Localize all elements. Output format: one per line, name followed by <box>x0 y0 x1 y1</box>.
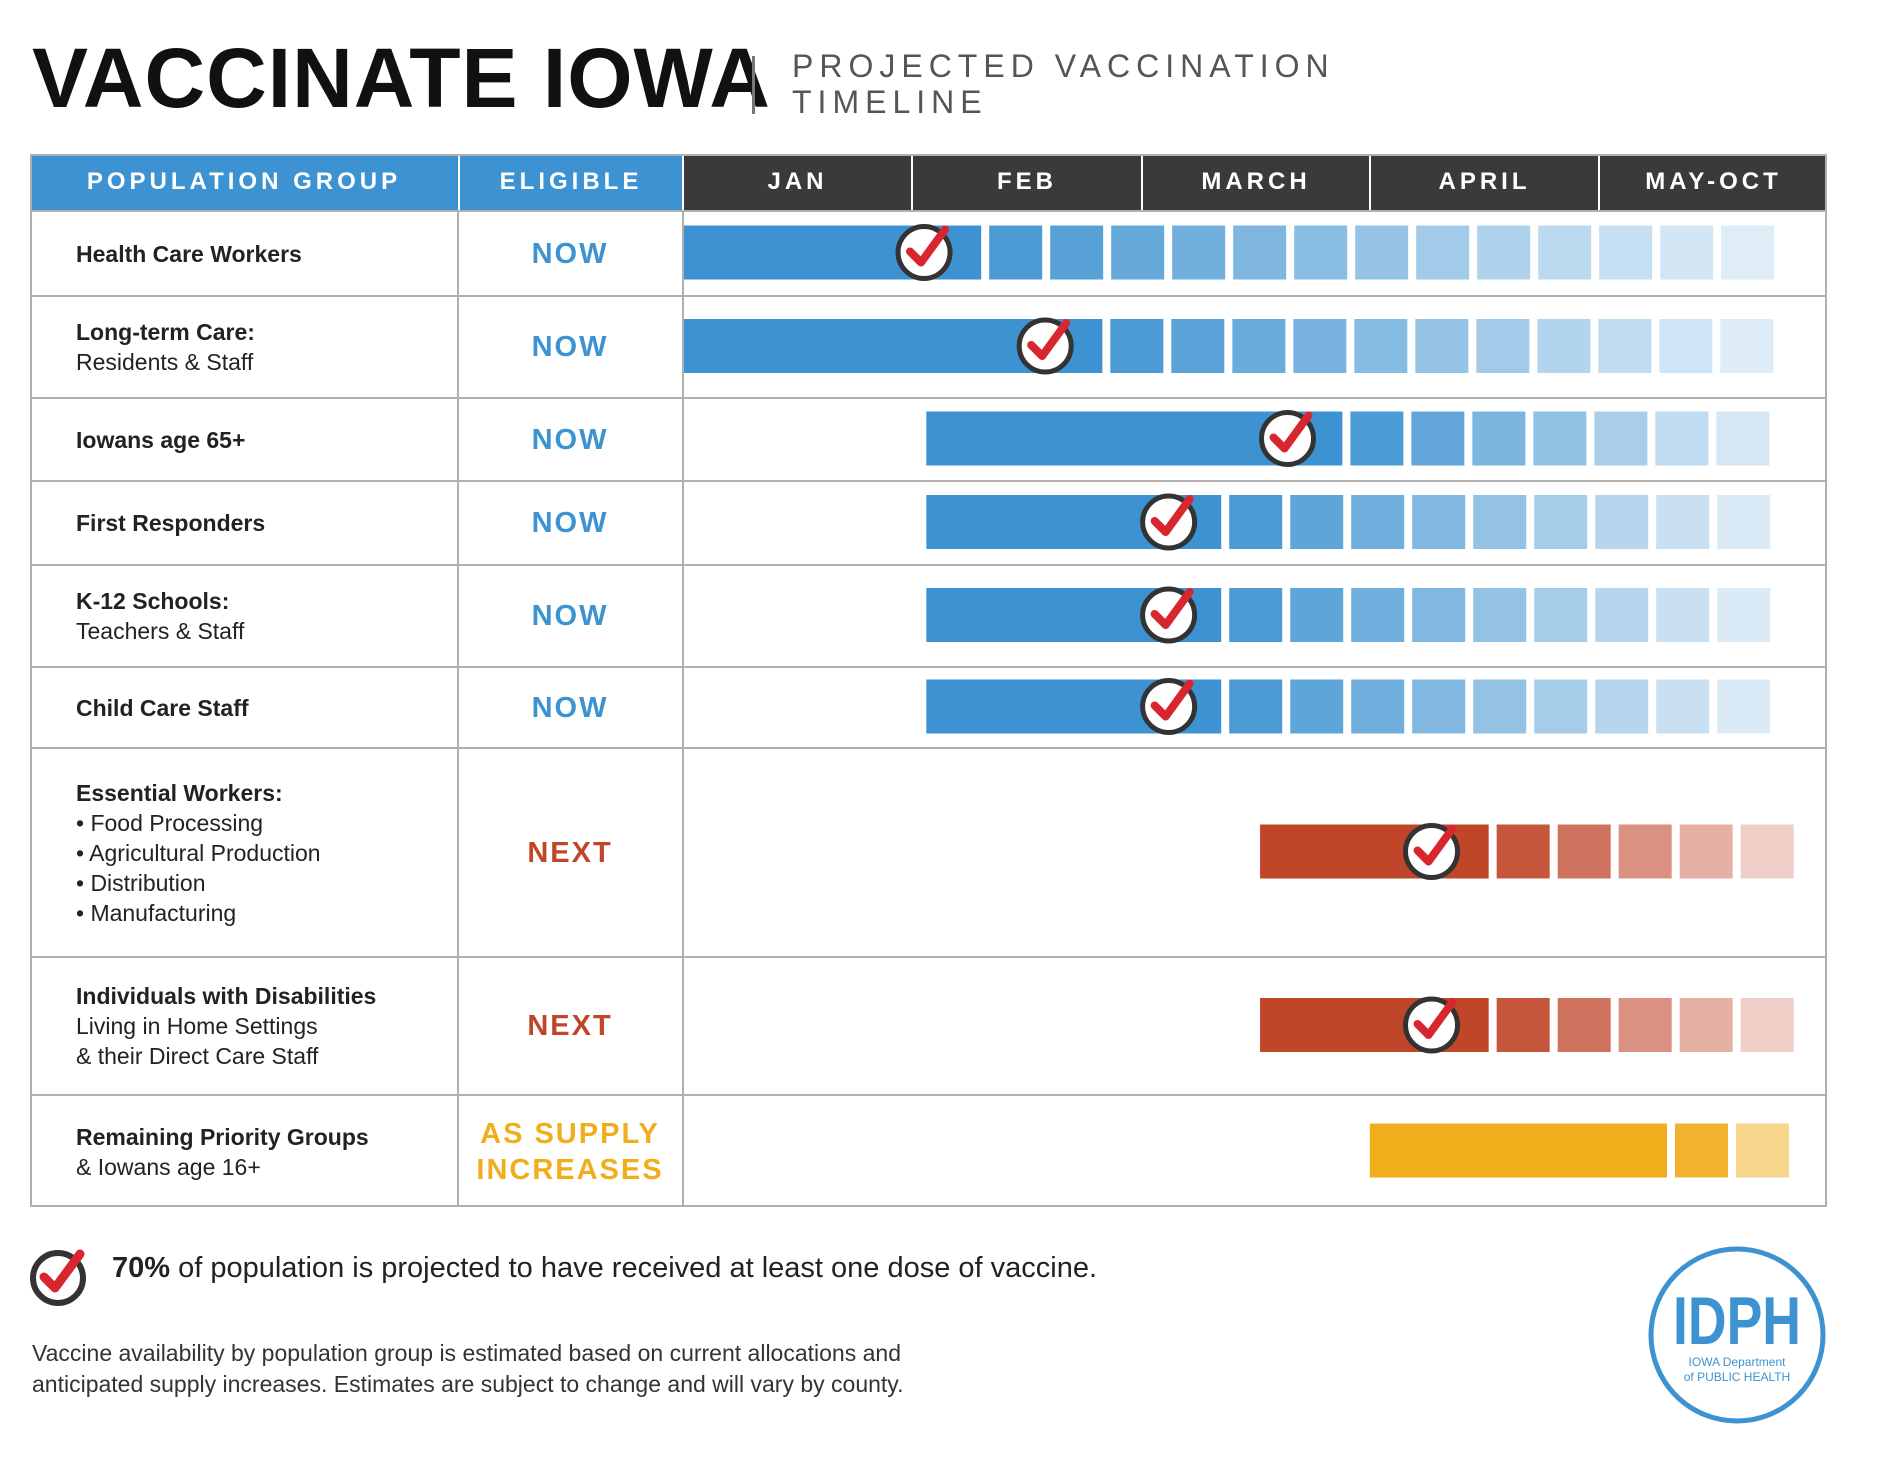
eligibility-line: AS SUPPLY <box>480 1117 660 1150</box>
group-name: K-12 Schools: <box>76 588 230 614</box>
group-name: Remaining Priority Groups <box>76 1123 369 1150</box>
table-row: Individuals with Disabilities Living in H… <box>30 956 1827 1094</box>
column-divider <box>682 210 684 1207</box>
footnote-line-1: Vaccine availability by population group… <box>32 1340 901 1366</box>
column-header-march: MARCH <box>1141 154 1369 210</box>
population-group: Health Care Workers <box>76 212 302 295</box>
logo-line-2: of PUBLIC HEALTH <box>1684 1370 1790 1384</box>
group-detail: Teachers & Staff <box>76 618 245 644</box>
population-group: K-12 Schools: Teachers & Staff <box>76 566 244 666</box>
group-detail: • Distribution <box>76 869 206 896</box>
group-detail: & their Direct Care Staff <box>76 1043 319 1069</box>
footnote-line-2: anticipated supply increases. Estimates … <box>32 1371 904 1397</box>
eligibility-status: NEXT <box>527 1010 613 1042</box>
column-divider <box>457 210 459 1207</box>
legend-bold: 70% <box>112 1252 171 1284</box>
group-name: Child Care Staff <box>76 694 249 721</box>
eligibility-status: NOW <box>531 423 609 456</box>
group-detail: Living in Home Settings <box>76 1013 318 1039</box>
column-header-group: POPULATION GROUP <box>30 154 458 210</box>
table-row: First Responders NOW <box>30 480 1827 564</box>
subtitle-line-2: TIMELINE <box>792 84 988 120</box>
table-row: Long-term Care: Residents & Staff NOW <box>30 295 1827 397</box>
logo-mark: IDPH <box>1673 1283 1801 1359</box>
column-header-jan: JAN <box>682 154 911 210</box>
population-group: Remaining Priority Groups & Iowans age 16… <box>76 1096 369 1207</box>
group-name: Health Care Workers <box>76 240 302 267</box>
group-detail: • Agricultural Production <box>76 839 321 866</box>
population-group: Individuals with Disabilities Living in H… <box>76 958 376 1094</box>
table-row: Essential Workers: • Food Processing • Agr… <box>30 747 1827 956</box>
timeline-table: POPULATION GROUP ELIGIBLE JAN FEB MARCH … <box>30 154 1827 1207</box>
population-group: Iowans age 65+ <box>76 399 245 480</box>
column-header-feb: FEB <box>911 154 1141 210</box>
population-group: Child Care Staff <box>76 668 249 747</box>
table-row: Health Care Workers NOW <box>30 210 1827 295</box>
group-detail: & Iowans age 16+ <box>76 1153 261 1180</box>
page-subtitle: PROJECTED VACCINATION TIMELINE <box>792 48 1335 120</box>
column-header-may-oct: MAY-OCT <box>1598 154 1827 210</box>
group-detail: • Manufacturing <box>76 899 237 926</box>
table-row: K-12 Schools: Teachers & Staff NOW <box>30 564 1827 666</box>
eligibility-status: NOW <box>531 600 609 632</box>
group-name: Iowans age 65+ <box>76 426 246 453</box>
population-group: First Responders <box>76 482 265 564</box>
table-row: Child Care Staff NOW <box>30 666 1827 747</box>
group-name: Essential Workers: <box>76 779 283 806</box>
table-row: Iowans age 65+ NOW <box>30 397 1827 480</box>
legend-text: of population is projected to have recei… <box>178 1252 1098 1284</box>
legend: 70% of population is projected to have r… <box>112 1252 1097 1285</box>
idph-logo: IDPH IOWA Department of PUBLIC HEALTH <box>1648 1246 1826 1424</box>
group-name: First Responders <box>76 510 266 536</box>
eligibility-status: NOW <box>531 237 609 270</box>
group-name: Long-term Care: <box>76 319 255 345</box>
title-divider <box>752 56 755 114</box>
logo-line-1: IOWA Department <box>1689 1355 1787 1369</box>
population-group: Essential Workers: • Food Processing • Agr… <box>76 749 321 956</box>
page-title: VACCINATE IOWA <box>32 31 771 125</box>
eligibility-line: INCREASES <box>476 1153 664 1186</box>
eligibility-status: AS SUPPLY INCREASES <box>458 1096 682 1207</box>
eligibility-status: NOW <box>531 331 609 363</box>
checkmark-icon <box>30 1249 86 1306</box>
eligibility-status: NOW <box>531 507 609 539</box>
group-detail: • Food Processing <box>76 809 264 836</box>
eligibility-status: NOW <box>531 691 609 724</box>
subtitle-line-1: PROJECTED VACCINATION <box>792 48 1335 84</box>
group-name: Individuals with Disabilities <box>76 983 377 1009</box>
eligibility-status: NEXT <box>527 836 613 869</box>
population-group: Long-term Care: Residents & Staff <box>76 297 255 397</box>
footnote: Vaccine availability by population group… <box>32 1338 1152 1400</box>
column-header-eligible: ELIGIBLE <box>458 154 682 210</box>
group-detail: Residents & Staff <box>76 349 254 375</box>
column-header-april: APRIL <box>1369 154 1598 210</box>
table-row: Remaining Priority Groups & Iowans age 16… <box>30 1094 1827 1207</box>
